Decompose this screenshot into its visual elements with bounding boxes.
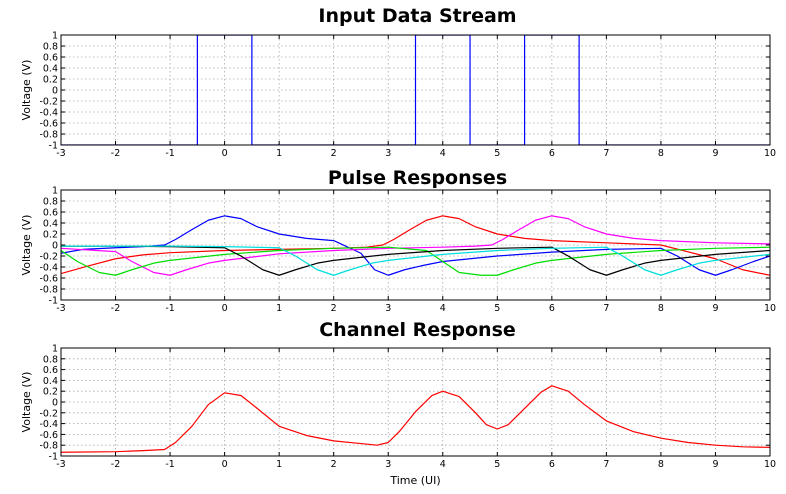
y-tick-label: -0.6 — [39, 430, 58, 441]
x-tick-label: 6 — [549, 303, 555, 314]
y-tick-label: 1 — [52, 186, 58, 197]
y-tick-label: -1 — [49, 296, 58, 307]
y-tick-label: 0 — [52, 86, 58, 97]
y-tick-label: -0.2 — [39, 252, 58, 263]
y-tick-label: 0.2 — [43, 387, 58, 398]
y-tick-label: -0.8 — [39, 441, 58, 452]
series-line-1 — [61, 385, 770, 453]
x-tick-label: 2 — [331, 148, 337, 159]
x-tick-label: 1 — [276, 459, 282, 470]
y-tick-label: -0.8 — [39, 285, 58, 296]
series-line-1 — [61, 35, 770, 145]
x-tick-label: 10 — [764, 148, 776, 159]
x-tick-label: 10 — [764, 303, 776, 314]
y-axis-label: Voltage (V) — [20, 60, 33, 121]
y-tick-label: 0.4 — [43, 219, 58, 230]
y-tick-label: -0.4 — [39, 108, 58, 119]
x-tick-label: -3 — [56, 303, 65, 314]
y-tick-label: -1 — [49, 452, 58, 463]
y-axis-label: Voltage (V) — [20, 372, 33, 433]
plot-frame — [60, 189, 771, 301]
chart-panel: Channel Response-3 -2 -1 0 1 2 3 4 5 6 7 8 9 10-1-0.8… — [20, 319, 776, 487]
x-tick-label: -3 — [56, 459, 65, 470]
series-group — [61, 35, 770, 145]
y-tick-label: -0.4 — [39, 263, 58, 274]
series-group — [61, 385, 770, 453]
y-tick-label: -0.2 — [39, 408, 58, 419]
x-tick-label: -1 — [165, 148, 174, 159]
x-tick-label: 10 — [764, 459, 776, 470]
y-tick-label: 0.6 — [43, 208, 58, 219]
y-tick-label: 0.4 — [43, 376, 58, 387]
x-tick-label: 0 — [222, 303, 228, 314]
x-tick-label: -1 — [165, 459, 174, 470]
series-group — [61, 215, 770, 276]
x-tick-label: 2 — [331, 459, 337, 470]
x-tick-label: 3 — [385, 148, 391, 159]
x-tick-label: 7 — [603, 303, 609, 314]
x-tick-label: 2 — [331, 303, 337, 314]
y-tick-label: -0.6 — [39, 274, 58, 285]
x-tick-label: -2 — [111, 303, 120, 314]
y-tick-label: 0.8 — [43, 42, 58, 53]
x-tick-label: 8 — [658, 148, 664, 159]
y-tick-label: 0.8 — [43, 354, 58, 365]
x-tick-label: 0 — [222, 148, 228, 159]
chart-panel: Pulse Responses-3 -2 -1 0 1 2 3 4 5 6 7 8 9 10-1-0.8-… — [20, 167, 776, 314]
x-tick-label: 4 — [440, 148, 446, 159]
series-line-1 — [61, 215, 770, 276]
chart-panel: Input Data Stream-3 -2 -1 0 1 2 3 4 5 6 7 8 9 10-1-0.… — [20, 5, 776, 159]
y-tick-label: 0.4 — [43, 64, 58, 75]
y-axis-label: Voltage (V) — [20, 215, 33, 276]
x-tick-label: 3 — [385, 459, 391, 470]
x-tick-label: 9 — [712, 148, 718, 159]
y-tick-label: 0.6 — [43, 365, 58, 376]
x-tick-label: 3 — [385, 303, 391, 314]
y-tick-label: 1 — [52, 344, 58, 355]
series-line-3 — [61, 215, 770, 276]
plot-frame — [60, 347, 771, 457]
chart-title: Pulse Responses — [328, 167, 507, 189]
series-line-6 — [61, 245, 770, 276]
series-line-4 — [61, 246, 770, 276]
y-tick-label: 0.2 — [43, 230, 58, 241]
x-axis-label: Time (UI) — [389, 474, 440, 487]
y-tick-label: -1 — [49, 141, 58, 152]
chart-title: Input Data Stream — [318, 5, 516, 27]
x-tick-label: -1 — [165, 303, 174, 314]
y-tick-label: 0.2 — [43, 75, 58, 86]
x-tick-label: -2 — [111, 148, 120, 159]
x-tick-label: 9 — [712, 303, 718, 314]
series-line-5 — [61, 245, 770, 276]
y-tick-label: -0.6 — [39, 119, 58, 130]
y-tick-label: 1 — [52, 31, 58, 42]
y-tick-label: -0.8 — [39, 130, 58, 141]
x-tick-label: 8 — [658, 303, 664, 314]
x-tick-label: -2 — [111, 459, 120, 470]
x-tick-label: 6 — [549, 459, 555, 470]
x-tick-label: 1 — [276, 303, 282, 314]
x-tick-label: 1 — [276, 148, 282, 159]
y-tick-label: 0.6 — [43, 53, 58, 64]
y-tick-label: -0.2 — [39, 97, 58, 108]
x-tick-label: 8 — [658, 459, 664, 470]
y-tick-label: 0.8 — [43, 197, 58, 208]
x-tick-label: 0 — [222, 459, 228, 470]
x-tick-label: 5 — [494, 303, 500, 314]
x-tick-label: 5 — [494, 459, 500, 470]
y-tick-label: 0 — [52, 398, 58, 409]
chart-title: Channel Response — [319, 319, 516, 341]
x-tick-label: 7 — [603, 459, 609, 470]
x-tick-label: 7 — [603, 148, 609, 159]
y-tick-label: 0 — [52, 241, 58, 252]
x-tick-label: 6 — [549, 148, 555, 159]
x-tick-label: 9 — [712, 459, 718, 470]
y-tick-label: -0.4 — [39, 419, 58, 430]
x-tick-label: -3 — [56, 148, 65, 159]
x-tick-label: 4 — [440, 303, 446, 314]
x-tick-label: 5 — [494, 148, 500, 159]
x-tick-label: 4 — [440, 459, 446, 470]
